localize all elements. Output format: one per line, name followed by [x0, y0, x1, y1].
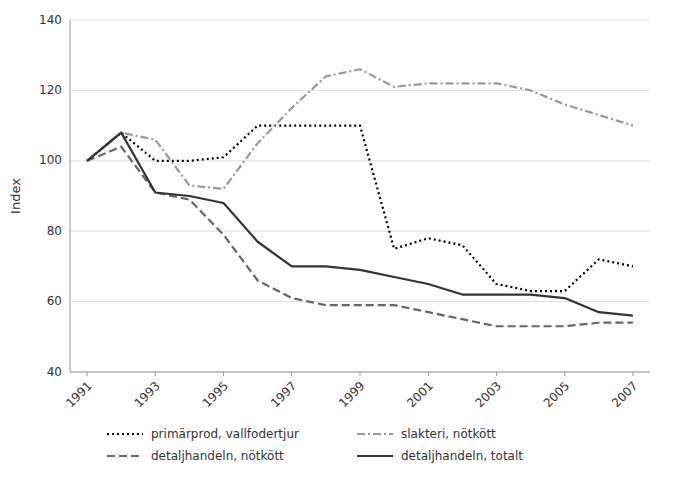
grid-line [70, 20, 650, 21]
legend-swatch [357, 455, 393, 457]
x-tick-label: 2001 [404, 379, 435, 410]
x-tick-label: 2003 [473, 379, 504, 410]
legend-label: slakteri, nötkött [401, 427, 496, 441]
y-axis-line [70, 20, 71, 372]
grid-line [70, 231, 650, 232]
legend-swatch [107, 433, 143, 435]
x-tick [87, 372, 88, 376]
grid-line [70, 90, 650, 91]
y-tick-label: 40 [47, 365, 62, 379]
legend-swatch [357, 433, 393, 435]
x-tick [564, 372, 565, 376]
page: {"chart_data": { "type": "line", "y_labe… [0, 0, 674, 484]
legend-label: detaljhandeln, nötkött [151, 449, 284, 463]
chart: 40 60 80 100 120 140 1991 1993 1995 1997 1999 2001 2… [0, 0, 674, 484]
x-ticks: 1991 1993 1995 1997 1999 2001 2003 2005 2007 [63, 372, 640, 410]
legend: primärprod, vallfodertjur slakteri, nötkö… [107, 427, 523, 463]
x-tick-label: 1999 [336, 379, 367, 410]
legend-label: primärprod, vallfodertjur [151, 427, 299, 441]
legend-label: detaljhandeln, totalt [401, 449, 523, 463]
x-tick-label: 2005 [541, 379, 572, 410]
series-line [87, 69, 633, 189]
series-line [87, 126, 633, 291]
y-axis-label: Index [8, 178, 23, 214]
x-tick-label: 1993 [131, 379, 162, 410]
y-tick-label: 60 [47, 294, 62, 308]
x-tick [496, 372, 497, 376]
y-tick-label: 120 [39, 83, 62, 97]
grid-line [70, 301, 650, 302]
x-tick-label: 1997 [268, 379, 299, 410]
x-tick [632, 372, 633, 376]
x-tick [223, 372, 224, 376]
x-tick [291, 372, 292, 376]
lines [87, 69, 633, 326]
grid-line [70, 372, 650, 373]
y-tick-label: 80 [47, 224, 62, 238]
y-tick-labels: 40 60 80 100 120 140 [39, 13, 62, 379]
x-axis-line [70, 372, 650, 373]
legend-swatch [107, 455, 143, 457]
x-tick-label: 2007 [609, 379, 640, 410]
x-tick [155, 372, 156, 376]
y-tick-label: 140 [39, 13, 62, 27]
y-grid [70, 20, 650, 372]
x-tick [428, 372, 429, 376]
x-tick [360, 372, 361, 376]
series-line [87, 133, 633, 316]
y-tick-label: 100 [39, 153, 62, 167]
series-line [87, 147, 633, 327]
x-tick-label: 1991 [63, 379, 94, 410]
x-tick-label: 1995 [200, 379, 231, 410]
